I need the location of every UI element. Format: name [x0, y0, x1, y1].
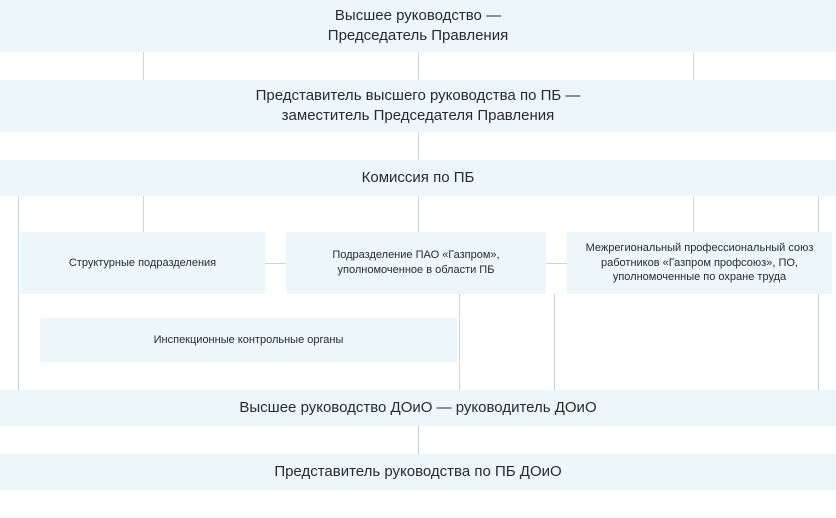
- connector: [18, 196, 19, 390]
- node-inspection-control: Инспекционные контрольные органы: [40, 318, 457, 362]
- node-label: Подразделение ПАО «Газпром», уполномочен…: [332, 248, 499, 278]
- node-interregional-union: Межрегиональный профессиональный союз ра…: [567, 232, 832, 294]
- node-label: Высшее руководство — Председатель Правле…: [328, 6, 508, 47]
- node-doio-representative-pb: Представитель руководства по ПБ ДОиО: [0, 454, 836, 490]
- node-structural-subdivisions: Структурные подразделения: [20, 232, 265, 294]
- node-label: Структурные подразделения: [69, 256, 216, 271]
- connector: [554, 294, 555, 390]
- connector: [459, 294, 460, 390]
- node-label: Инспекционные контрольные органы: [154, 333, 344, 348]
- node-top-management: Высшее руководство — Председатель Правле…: [0, 0, 836, 52]
- connector: [693, 196, 694, 232]
- connector: [693, 52, 694, 80]
- connector: [418, 426, 419, 454]
- node-doio-top-management: Высшее руководство ДОиО — руководитель Д…: [0, 390, 836, 426]
- node-gazprom-subdivision: Подразделение ПАО «Газпром», уполномочен…: [286, 232, 546, 294]
- node-representative-pb: Представитель высшего руководства по ПБ …: [0, 80, 836, 132]
- node-label: Представитель высшего руководства по ПБ …: [256, 86, 581, 127]
- node-label: Высшее руководство ДОиО — руководитель Д…: [239, 398, 596, 418]
- connector: [418, 196, 419, 232]
- connector: [418, 52, 419, 80]
- node-label: Представитель руководства по ПБ ДОиО: [274, 462, 561, 482]
- node-label: Межрегиональный профессиональный союз ра…: [586, 241, 814, 286]
- connector: [143, 52, 144, 80]
- connector: [265, 263, 286, 264]
- connector: [418, 131, 419, 161]
- node-label: Комиссия по ПБ: [362, 168, 475, 188]
- node-commission-pb: Комиссия по ПБ: [0, 160, 836, 196]
- connector: [143, 196, 144, 232]
- connector: [546, 263, 567, 264]
